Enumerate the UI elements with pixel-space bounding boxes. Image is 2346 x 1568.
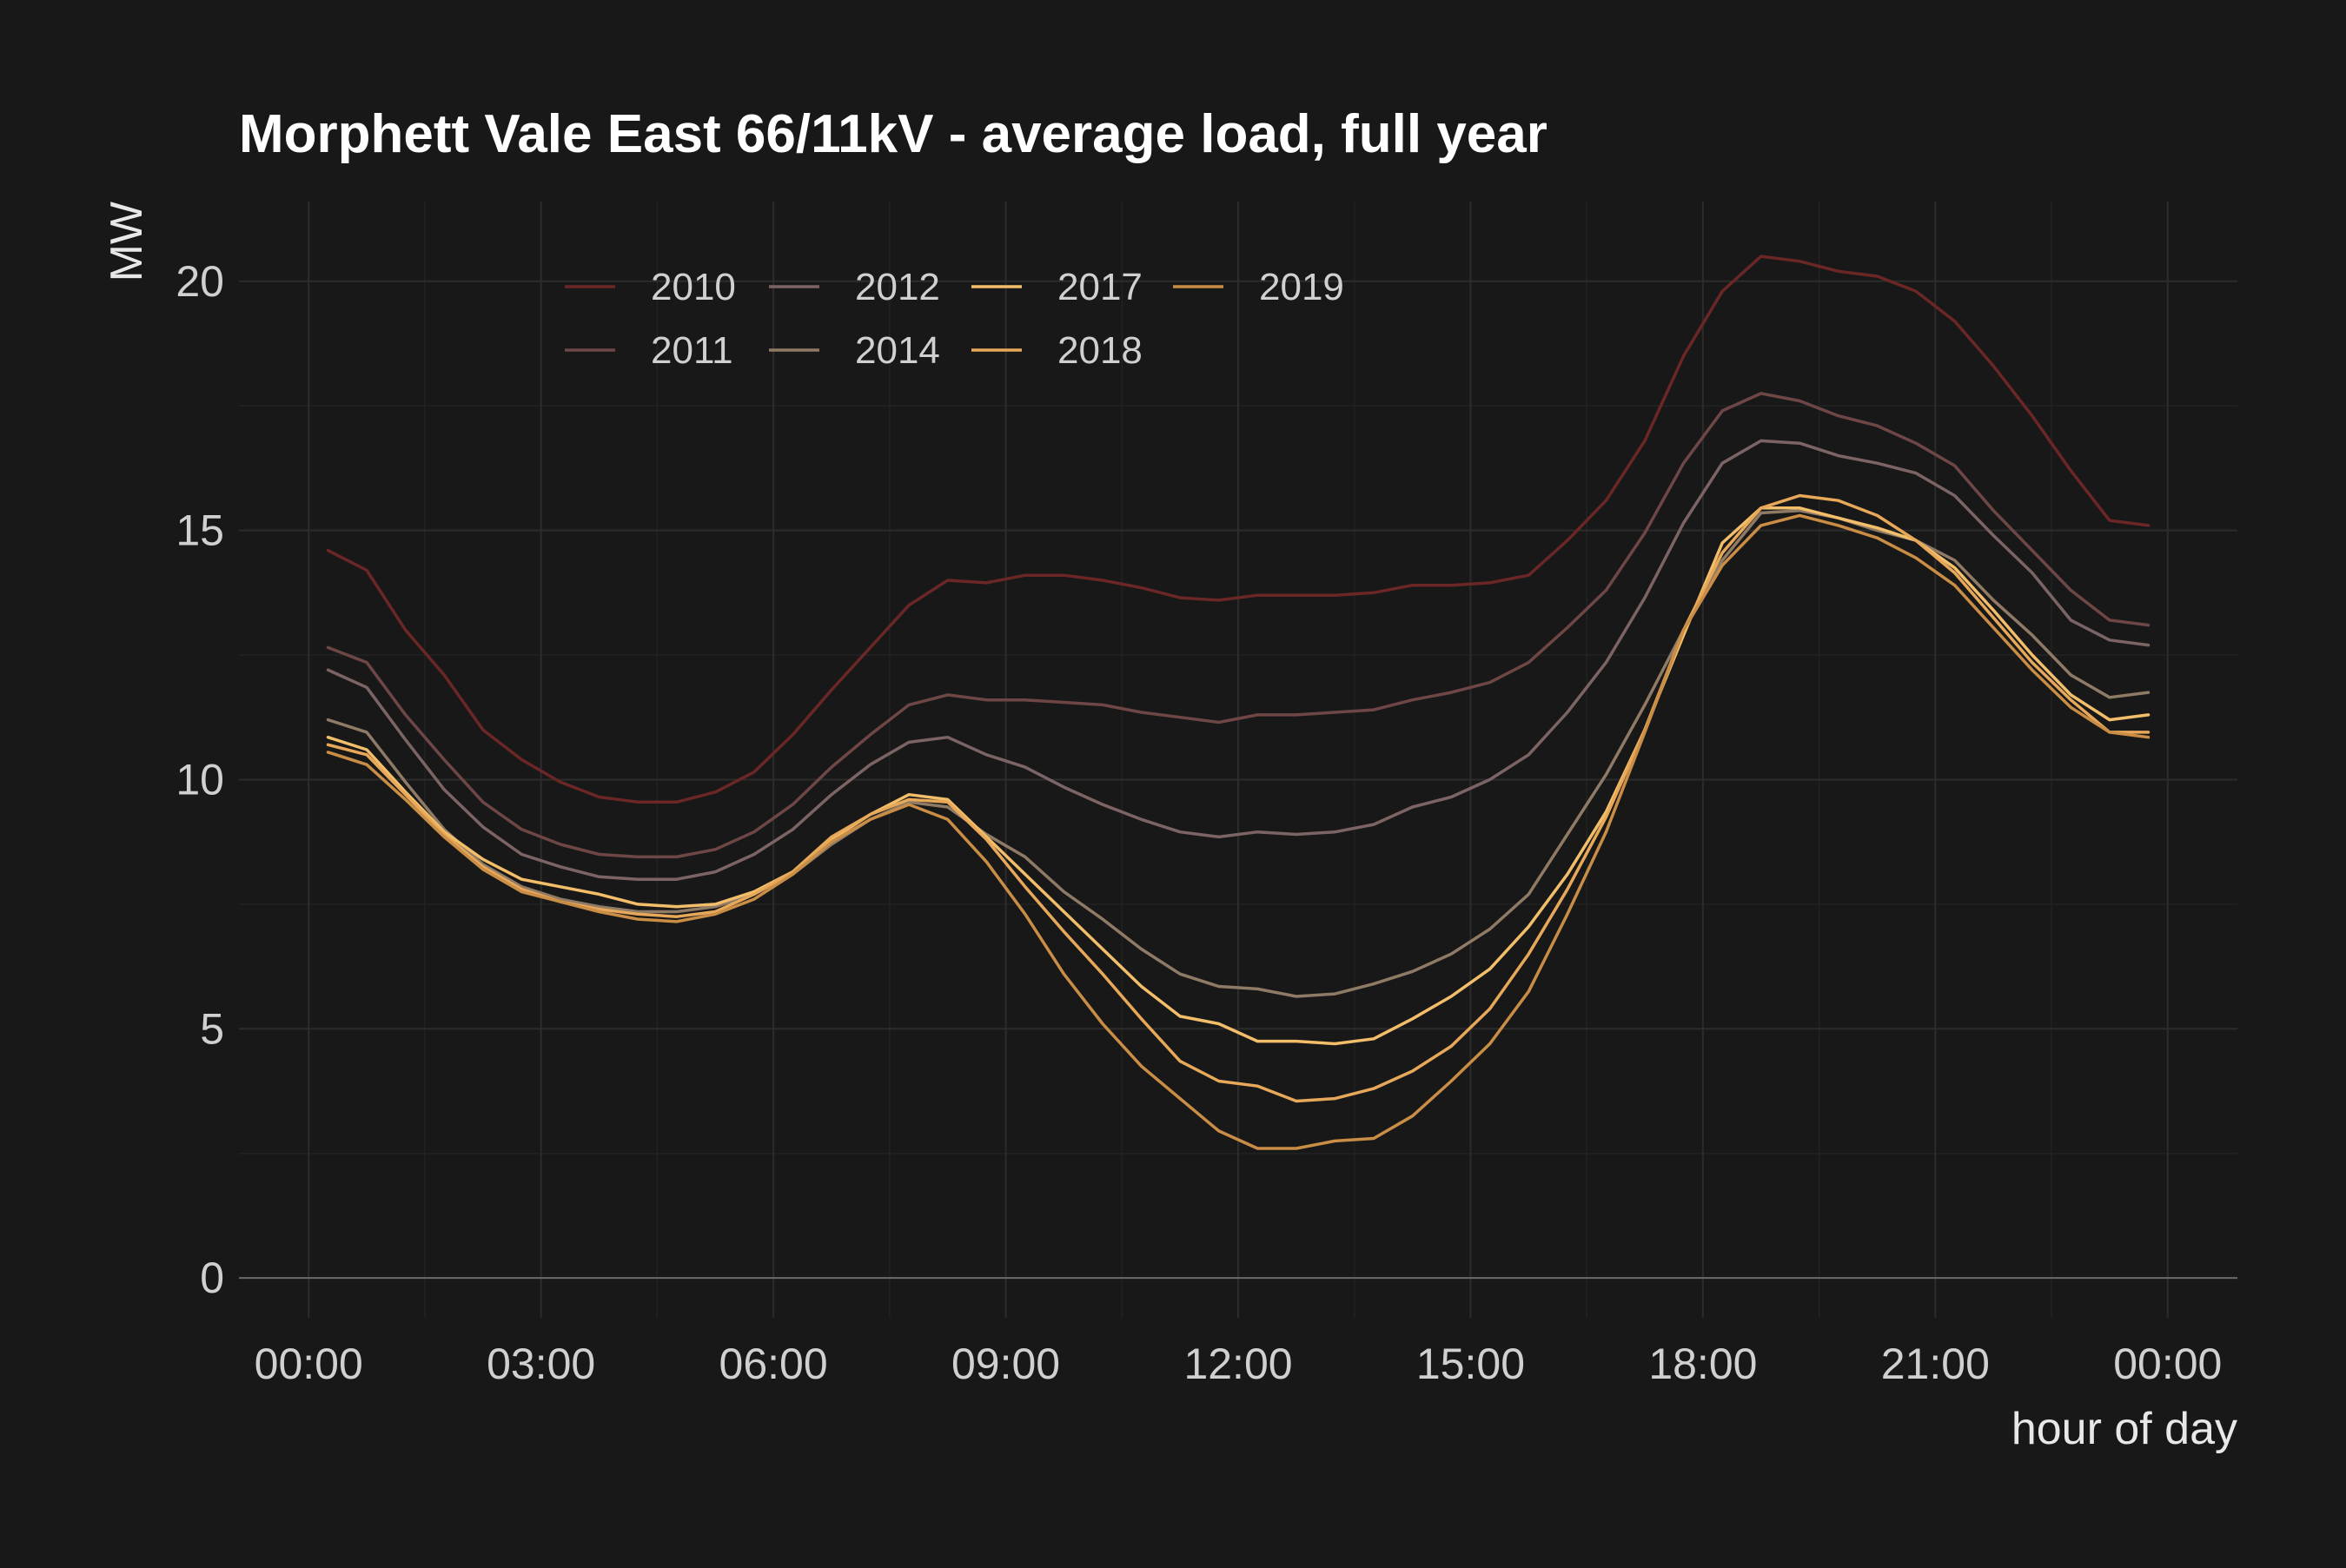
legend-label-2011: 2011 xyxy=(651,329,733,372)
x-tick-label: 03:00 xyxy=(487,1340,595,1388)
y-tick-label: 15 xyxy=(176,506,224,555)
axes: 00:00 03:00 06:00 09:00 12:00 15:00 18:00 21:00… xyxy=(176,257,2222,1388)
x-tick-label: 12:00 xyxy=(1183,1340,1292,1388)
x-tick-label: 00:00 xyxy=(255,1340,363,1388)
x-tick-label: 00:00 xyxy=(2113,1340,2222,1388)
y-tick-label: 0 xyxy=(200,1254,224,1302)
gridlines xyxy=(239,202,2237,1318)
y-axis-title: MW xyxy=(102,202,152,281)
series-line-2011 xyxy=(326,392,2150,859)
x-tick-label: 15:00 xyxy=(1416,1340,1525,1388)
legend-label-2019: 2019 xyxy=(1259,266,1344,308)
legend-label-2012: 2012 xyxy=(855,266,940,308)
series-line-2017 xyxy=(326,506,2150,1046)
x-tick-label: 09:00 xyxy=(951,1340,1060,1388)
series-line-2012 xyxy=(326,439,2150,881)
x-tick-label: 06:00 xyxy=(719,1340,828,1388)
chart-title: Morphett Vale East 66/11kV - average loa… xyxy=(239,104,1547,164)
x-tick-label: 21:00 xyxy=(1881,1340,1990,1388)
legend-label-2018: 2018 xyxy=(1057,329,1143,372)
x-tick-label: 18:00 xyxy=(1648,1340,1757,1388)
series-line-2018 xyxy=(326,493,2150,1103)
legend-label-2014: 2014 xyxy=(855,329,940,372)
legend-label-2010: 2010 xyxy=(651,266,736,308)
y-tick-label: 5 xyxy=(200,1004,224,1053)
y-tick-label: 10 xyxy=(176,755,224,804)
legend-label-2017: 2017 xyxy=(1057,266,1143,308)
x-axis-title: hour of day xyxy=(2011,1404,2237,1454)
series-line-2010 xyxy=(326,255,2150,804)
series-lines xyxy=(326,255,2150,1150)
y-tick-label: 20 xyxy=(176,257,224,306)
legend: 2010 2011 2012 2014 2017 2018 2019 xyxy=(565,266,1344,372)
series-line-2019 xyxy=(326,513,2150,1150)
